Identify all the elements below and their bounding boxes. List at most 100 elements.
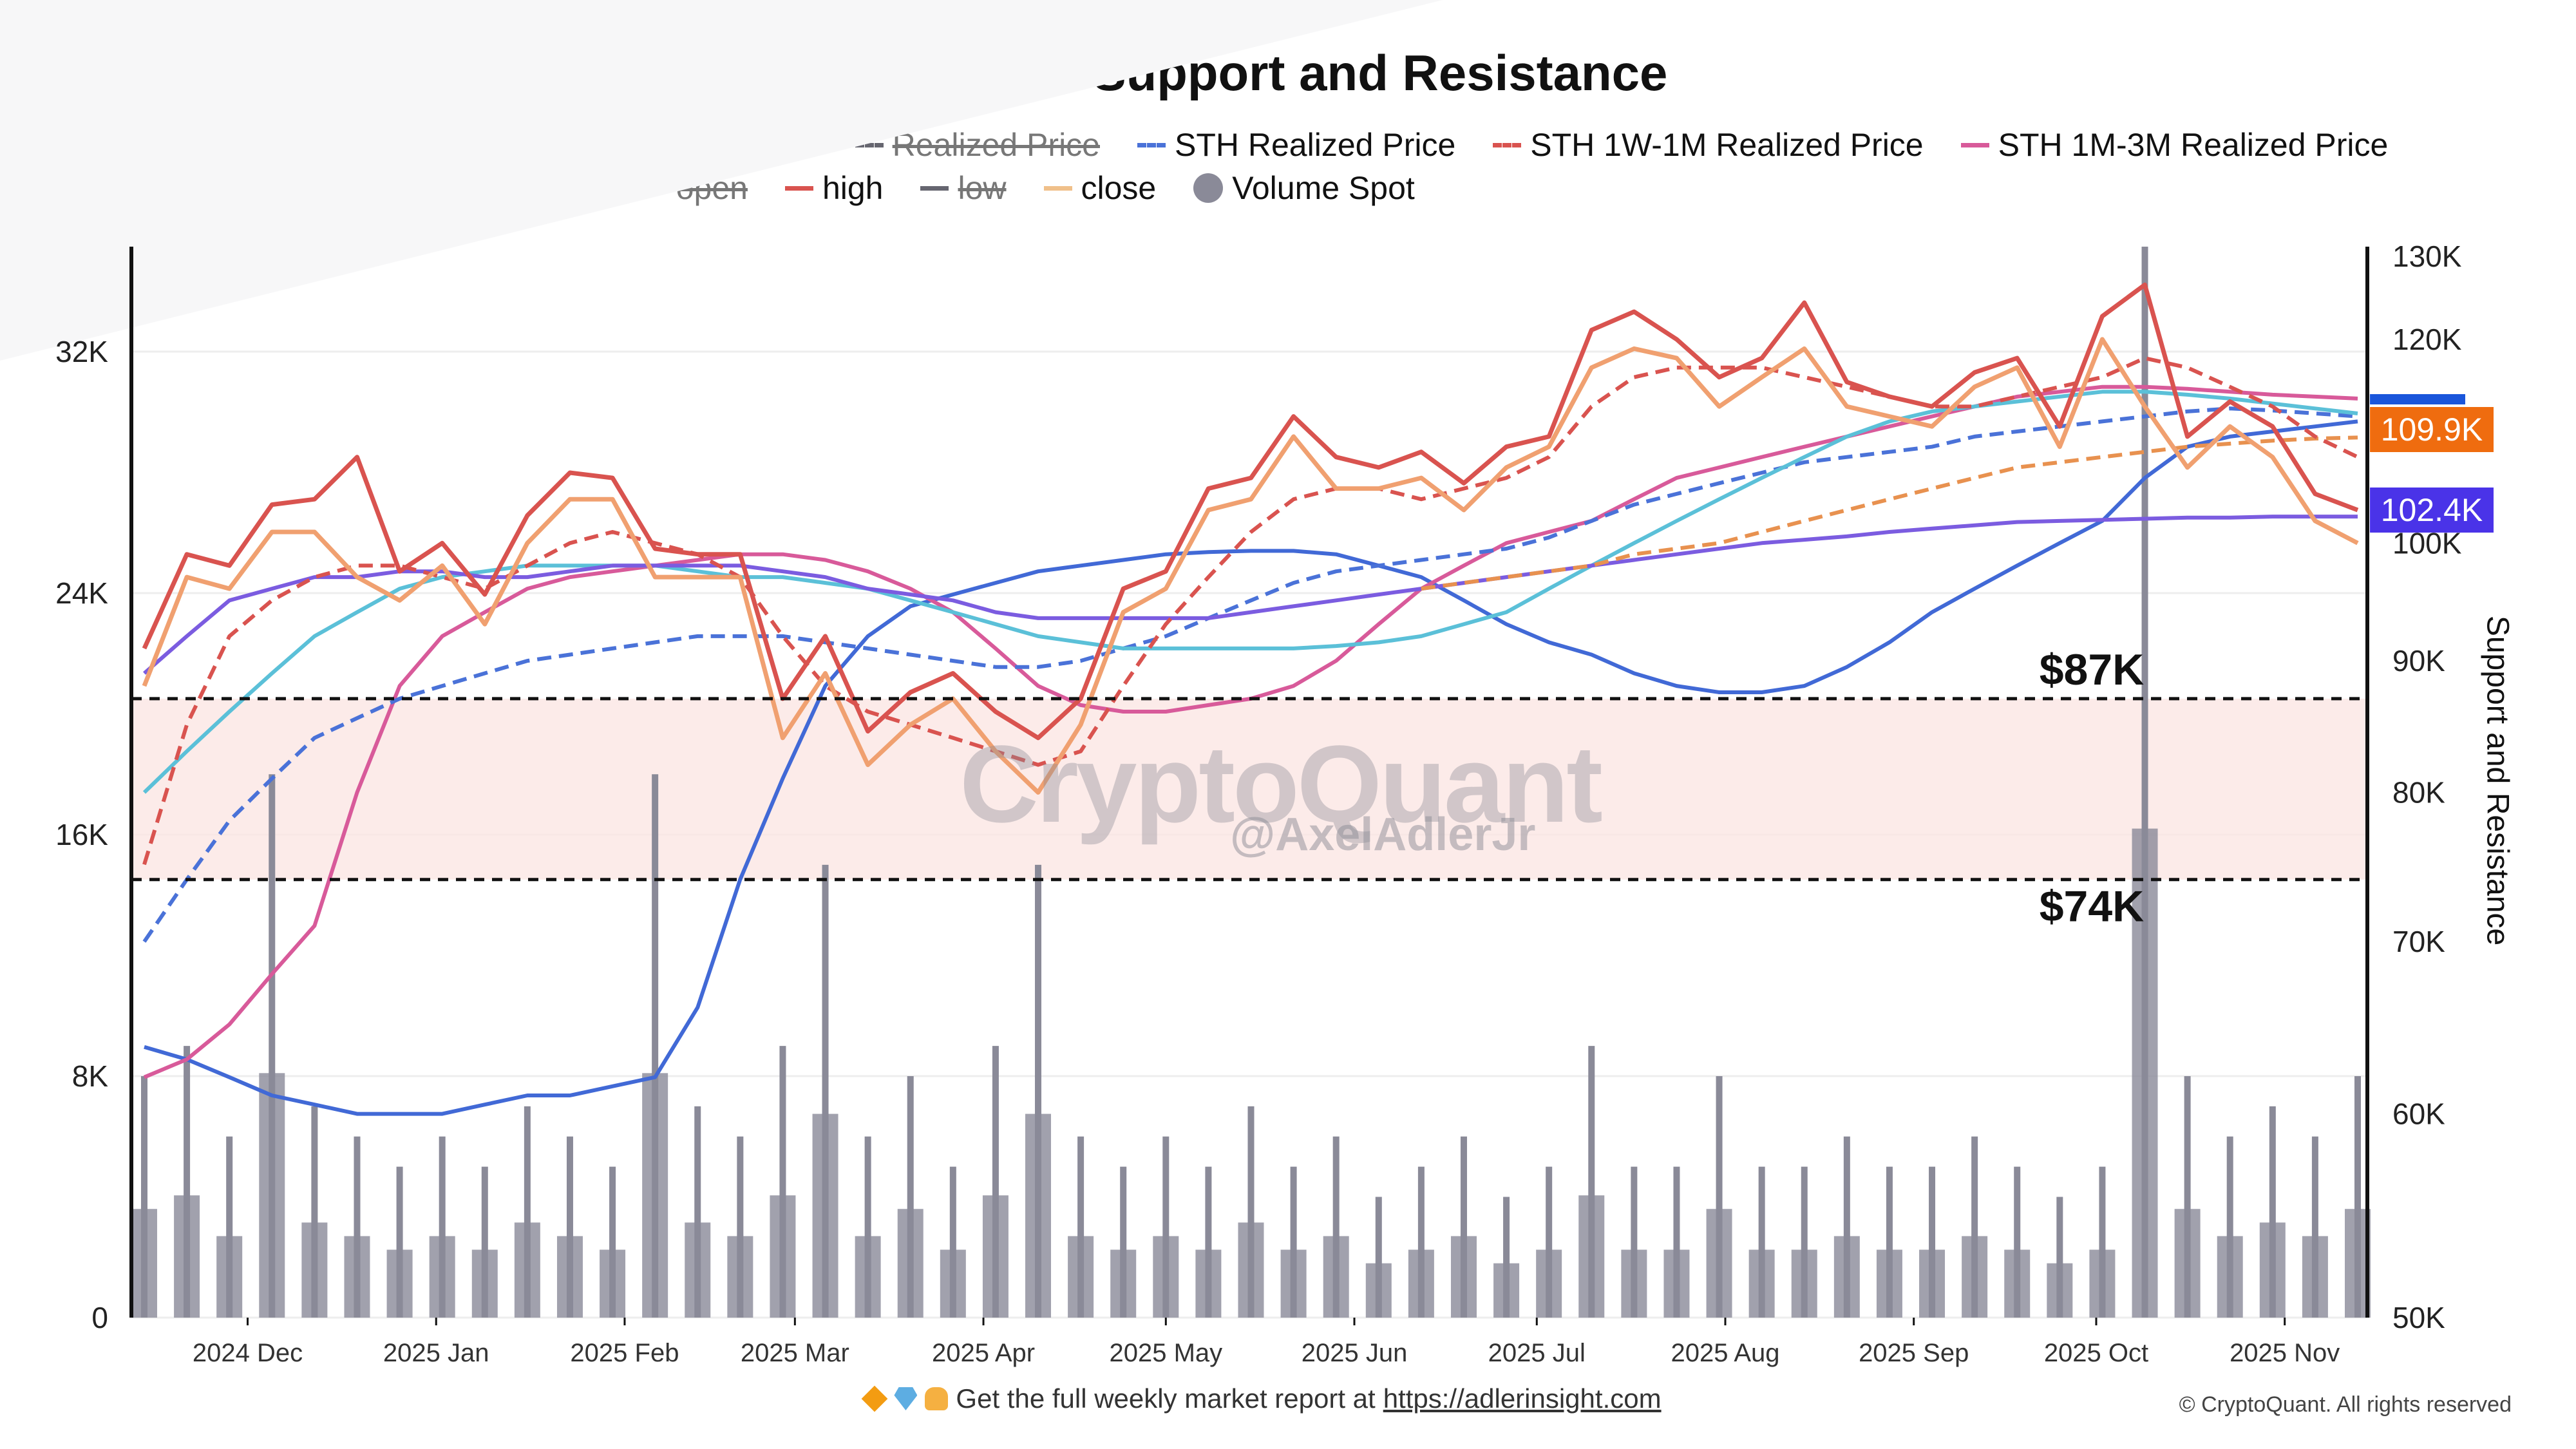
- legend-swatch: [784, 185, 813, 191]
- volume-bar-base: [1280, 1249, 1307, 1318]
- volume-bar: [1375, 1197, 1382, 1318]
- volume-bar: [864, 1136, 871, 1318]
- legend-item-sth-1m-3m-realized-price[interactable]: STH 1M-3M Realized Price: [1960, 126, 2389, 164]
- volume-bar-base: [897, 1209, 923, 1318]
- volume-bar-base: [1238, 1222, 1264, 1318]
- series-line-sth-realized-price: [142, 406, 2358, 943]
- legend-item-volume-spot[interactable]: Volume Spot: [1193, 169, 1415, 207]
- volume-bar: [1886, 1166, 1893, 1318]
- y-right-tick-label: 70K: [2392, 925, 2445, 958]
- volume-bar-base: [1323, 1236, 1349, 1318]
- volume-bar-base: [770, 1195, 796, 1318]
- volume-bar: [1801, 1166, 1808, 1318]
- volume-bar: [907, 1076, 914, 1318]
- volume-bar-base: [2004, 1249, 2031, 1318]
- volume-bar: [396, 1166, 403, 1318]
- volume-bar: [1417, 1166, 1425, 1318]
- orange-diamond-icon: [862, 1385, 888, 1412]
- volume-bar-base: [1025, 1113, 1052, 1318]
- legend-label: high: [822, 170, 884, 206]
- volume-bar: [737, 1136, 744, 1318]
- volume-bar: [2184, 1076, 2191, 1318]
- legend-label: STH 1M-3M Realized Price: [1998, 127, 2389, 163]
- volume-bar-base: [642, 1073, 668, 1318]
- x-tick-label: 2025 Nov: [2230, 1339, 2340, 1367]
- legend-swatch: [920, 185, 949, 191]
- volume-bar-base: [471, 1249, 498, 1318]
- x-tick-label: 2025 Feb: [570, 1339, 679, 1367]
- volume-bar: [184, 1046, 191, 1318]
- legend-item-high[interactable]: high: [784, 169, 884, 207]
- volume-bar-base: [1153, 1236, 1179, 1318]
- volume-bar: [1716, 1076, 1723, 1318]
- legend-item-realized-price[interactable]: Realized Price: [855, 126, 1100, 164]
- volume-bar-base: [1919, 1249, 1946, 1318]
- volume-bar-base: [1493, 1263, 1520, 1318]
- legend-label: STH 1W-1M Realized Price: [1530, 127, 1924, 163]
- volume-bar-base: [1621, 1249, 1647, 1318]
- legend-label: Realized Price: [892, 127, 1100, 163]
- volume-bar-base: [386, 1249, 413, 1318]
- price-tag-sma-200d: 109.9K: [2370, 407, 2494, 452]
- volume-bar-base: [1833, 1236, 1860, 1318]
- series-line-sma-200d: [1421, 435, 2358, 591]
- legend-label: low: [958, 170, 1007, 206]
- y-left-tick-label: 8K: [72, 1059, 109, 1093]
- legend-label: STH Realized Price: [1175, 127, 1456, 163]
- legend-item-sth-1w-1m-realized-price[interactable]: STH 1W-1M Realized Price: [1493, 126, 1924, 164]
- volume-bar: [1077, 1136, 1084, 1318]
- volume-bar-base: [2302, 1236, 2328, 1318]
- volume-bar-base: [429, 1236, 455, 1318]
- legend-swatch: [855, 142, 884, 147]
- volume-bar-base: [344, 1236, 370, 1318]
- series-line-high: [142, 282, 2359, 741]
- volume-bar: [1546, 1166, 1553, 1318]
- volume-bar-base: [1962, 1236, 1988, 1318]
- legend-swatch: [1193, 173, 1224, 203]
- volume-bar-base: [940, 1249, 966, 1318]
- volume-bar-base: [2174, 1209, 2201, 1318]
- volume-bar-base: [131, 1209, 157, 1318]
- volume-bar: [949, 1166, 956, 1318]
- volume-bar-base: [1748, 1249, 1775, 1318]
- volume-bar-base: [174, 1195, 200, 1318]
- y-right-tick-label: 90K: [2392, 644, 2445, 677]
- annotation-label: $74K: [2040, 882, 2145, 931]
- y-right-tick-label: 50K: [2392, 1301, 2445, 1334]
- legend-label: Volume Spot: [1232, 170, 1415, 206]
- x-tick-label: 2025 Jan: [383, 1339, 489, 1367]
- volume-bar-base: [855, 1236, 881, 1318]
- volume-bar: [2354, 1076, 2361, 1318]
- legend-item-close[interactable]: close: [1043, 169, 1156, 207]
- price-tag-edge: [2370, 394, 2465, 404]
- volume-bar-base: [1876, 1249, 1902, 1318]
- y-left-tick-label: 16K: [55, 818, 108, 851]
- volume-bar-base: [600, 1249, 626, 1318]
- y-right-tick-label: 60K: [2392, 1097, 2445, 1131]
- volume-bar: [1460, 1136, 1467, 1318]
- y-left-tick-label: 32K: [55, 335, 108, 368]
- volume-bar-base: [1663, 1249, 1690, 1318]
- y-axis-right-label: Support and Resistance: [2480, 615, 2515, 946]
- volume-bar-base: [812, 1113, 838, 1318]
- volume-bar-base: [2217, 1236, 2243, 1318]
- volume-bar: [1120, 1166, 1127, 1318]
- x-tick-label: 2025 May: [1109, 1339, 1222, 1367]
- legend-item-low[interactable]: low: [920, 169, 1007, 207]
- footer-link[interactable]: https://adlerinsight.com: [1383, 1383, 1662, 1414]
- legend-item-sth-realized-price[interactable]: STH Realized Price: [1137, 126, 1455, 164]
- volume-bar: [1929, 1166, 1936, 1318]
- volume-bar: [1588, 1046, 1595, 1318]
- volume-bar: [1205, 1166, 1212, 1318]
- footer: Get the full weekly market report at htt…: [0, 1383, 2524, 1414]
- y-right-tick-label: 80K: [2392, 775, 2445, 809]
- volume-bar: [2014, 1166, 2021, 1318]
- y-right-tick-label: 130K: [2392, 240, 2462, 273]
- x-tick-label: 2025 Mar: [741, 1339, 849, 1367]
- volume-bar: [481, 1166, 488, 1318]
- volume-bar: [566, 1136, 573, 1318]
- volume-bar: [311, 1106, 318, 1318]
- y-right-tick-label: 120K: [2392, 323, 2462, 356]
- volume-bar-base: [301, 1222, 328, 1318]
